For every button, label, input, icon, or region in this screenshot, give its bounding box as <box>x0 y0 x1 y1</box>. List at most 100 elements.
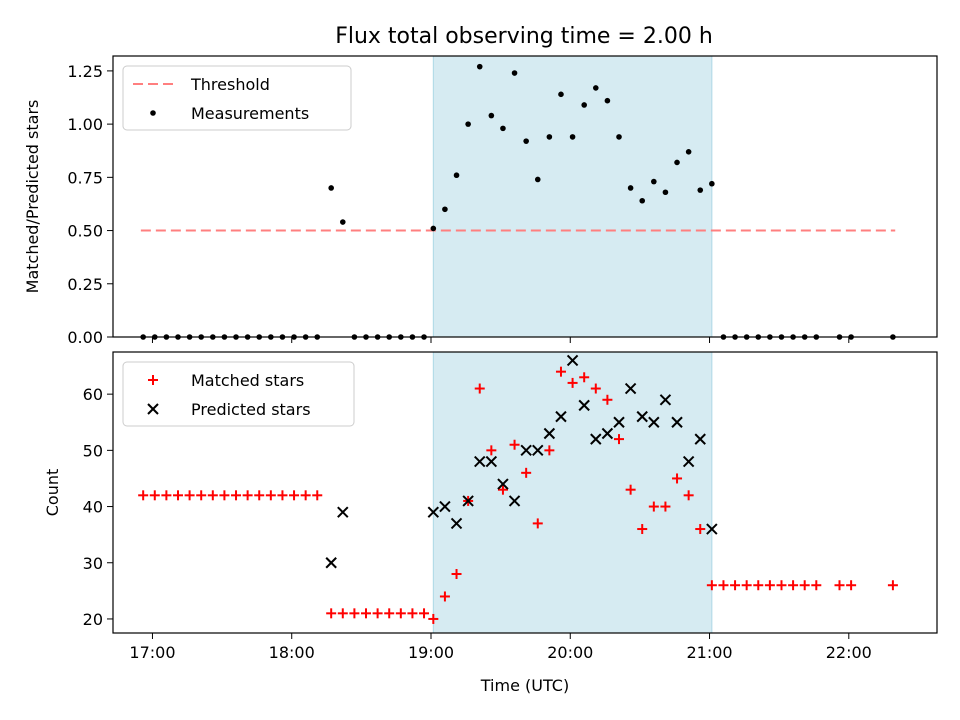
predicted-stars-point <box>659 394 672 406</box>
predicted-stars-point <box>337 506 349 518</box>
matched-stars-point <box>555 366 566 377</box>
measurement-point <box>581 102 587 108</box>
matched-stars-point <box>718 580 729 591</box>
y-tick-label: 30 <box>83 554 103 573</box>
predicted-stars-point <box>613 416 625 428</box>
predicted-stars-point <box>543 427 556 440</box>
predicted-stars-point <box>532 444 544 457</box>
y-tick-label: 0.50 <box>67 222 103 241</box>
matched-stars-point <box>277 490 288 501</box>
predicted-stars-point <box>566 354 579 367</box>
legend-predicted-marker <box>147 403 159 415</box>
measurement-point <box>523 138 529 144</box>
measurement-point <box>558 91 564 98</box>
predicted-stars-point <box>601 427 614 440</box>
y-tick-label: 20 <box>83 610 103 629</box>
matched-stars-point <box>349 608 360 619</box>
matched-stars-point <box>497 484 508 495</box>
matched-stars-point <box>730 580 741 591</box>
matched-stars-point <box>637 524 648 535</box>
legend-label: Matched stars <box>191 371 304 390</box>
chart-title: Flux total observing time = 2.00 h <box>335 24 713 49</box>
matched-stars-point <box>395 608 406 619</box>
matched-stars-point <box>509 439 520 450</box>
x-tick-label: 22:00 <box>826 643 872 662</box>
matched-stars-point <box>184 490 195 501</box>
legend-measurement-marker <box>150 110 156 116</box>
predicted-stars-point <box>555 410 567 423</box>
matched-stars-point <box>799 580 810 591</box>
matched-stars-point <box>337 608 348 619</box>
y-axis-label: Count <box>43 469 62 517</box>
legend-label: Measurements <box>191 104 309 123</box>
y-tick-label: 0.25 <box>67 275 103 294</box>
bottom-panel: 20 30 40 50 60 17:00 18:00 19:00 20:00 21:00 22:00… <box>43 351 938 695</box>
predicted-stars-point <box>439 500 451 513</box>
predicted-stars-point <box>648 416 660 428</box>
top-legend: Threshold Measurements <box>122 65 352 131</box>
measurement-point <box>453 172 460 179</box>
matched-stars-point <box>265 490 276 501</box>
measurement-point <box>328 185 334 191</box>
matched-stars-point <box>683 490 694 501</box>
matched-stars-point <box>753 580 764 591</box>
matched-stars-point <box>846 580 857 591</box>
predicted-stars-point <box>671 416 683 428</box>
legend-label: Predicted stars <box>191 400 311 419</box>
matched-stars-point <box>300 490 311 501</box>
matched-stars-point <box>590 383 601 394</box>
measurement-point <box>627 185 634 191</box>
matched-stars-point <box>788 580 799 591</box>
y-tick-label: 0.75 <box>67 168 103 187</box>
measurement-point <box>546 134 553 140</box>
x-tick-label: 20:00 <box>547 643 593 662</box>
top-panel: 0.00 0.25 0.50 0.75 1.00 1.25 Matched/Predicte… <box>23 55 938 347</box>
measurement-point <box>651 178 657 185</box>
matched-stars-point <box>219 490 230 501</box>
matched-stars-point <box>326 608 337 619</box>
matched-stars-point <box>242 490 253 501</box>
matched-stars-point <box>660 501 671 512</box>
measurement-point <box>465 121 471 127</box>
measurement-point <box>488 112 495 119</box>
matched-stars-point <box>361 608 372 619</box>
predicted-stars-point <box>682 455 695 468</box>
y-tick-label: 50 <box>83 441 103 460</box>
y-tick-label: 1.25 <box>67 62 103 81</box>
y-tick-label: 1.00 <box>67 115 103 134</box>
matched-stars-point <box>254 490 265 501</box>
matched-stars-point <box>811 580 822 591</box>
predicted-stars-point <box>508 495 521 507</box>
legend-label: Threshold <box>190 75 270 94</box>
matched-stars-point <box>764 580 775 591</box>
matched-stars-point <box>474 383 485 394</box>
measurement-point <box>339 219 346 225</box>
matched-stars-point <box>741 580 752 591</box>
matched-stars-point <box>172 490 183 501</box>
matched-stars-point <box>602 394 613 405</box>
matched-stars-point <box>439 591 450 602</box>
matched-stars-point <box>149 490 160 501</box>
shaded-span <box>432 55 713 338</box>
matched-stars-point <box>384 608 395 619</box>
measurement-point <box>662 189 669 196</box>
predicted-stars-point <box>636 410 648 423</box>
matched-stars-point <box>672 473 683 484</box>
measurement-point <box>476 63 483 70</box>
y-axis-label: Matched/Predicted stars <box>23 100 42 294</box>
measurement-point <box>709 180 715 187</box>
matched-stars-point <box>231 490 242 501</box>
predicted-stars-point <box>694 433 706 445</box>
matched-stars-point <box>372 608 383 619</box>
matched-stars-point <box>614 434 625 445</box>
predicted-stars-point <box>474 455 486 468</box>
predicted-stars-point <box>497 478 509 490</box>
legend-box <box>122 361 355 427</box>
y-tick-label: 0.00 <box>67 328 103 347</box>
matched-stars-point <box>567 377 578 388</box>
predicted-stars-point <box>520 444 532 457</box>
shaded-span <box>432 351 713 634</box>
predicted-stars-point <box>578 399 590 412</box>
matched-stars-point <box>887 580 898 591</box>
